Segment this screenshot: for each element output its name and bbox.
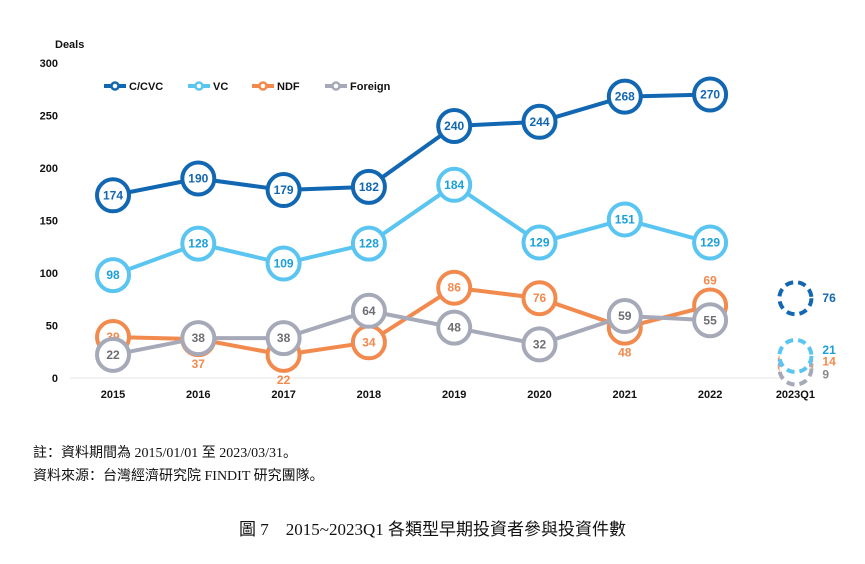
data-point <box>606 78 643 115</box>
x-tick-label: 2016 <box>186 389 210 401</box>
data-point <box>777 337 814 374</box>
data-label: 129 <box>700 236 720 250</box>
x-tick-label: 2021 <box>613 389 637 401</box>
data-point <box>521 224 558 261</box>
data-label: 190 <box>188 172 208 186</box>
x-axis: 2015 2016 2017 2018 2019 2020 2021 2022 2023Q1 <box>101 389 815 401</box>
data-label: 55 <box>703 313 717 327</box>
data-label: 48 <box>618 346 632 360</box>
data-point <box>265 320 302 357</box>
data-point <box>265 172 302 209</box>
data-label: 244 <box>529 115 549 129</box>
y-axis-label: Deals <box>55 39 84 51</box>
data-point <box>436 166 473 203</box>
data-point <box>521 103 558 140</box>
data-point <box>265 245 302 282</box>
data-label: 268 <box>615 90 635 104</box>
data-point <box>606 201 643 238</box>
data-label: 128 <box>359 237 379 251</box>
data-label: 129 <box>529 236 549 250</box>
data-label: 174 <box>103 188 123 202</box>
x-tick-label: 2015 <box>101 389 125 401</box>
plot-area: 3937223486764869142238386448325955998128… <box>95 76 836 387</box>
data-label: 38 <box>277 331 291 345</box>
data-label: 22 <box>277 373 291 387</box>
x-tick-label: 2022 <box>698 389 722 401</box>
y-tick-label: 50 <box>46 321 58 333</box>
data-point <box>180 320 217 357</box>
data-point <box>95 177 131 214</box>
data-label: 38 <box>192 331 206 345</box>
chart-notes: 註：資料期間為 2015/01/01 至 2023/03/31。 資料來源：台灣… <box>33 442 324 488</box>
x-tick-label: 2018 <box>357 389 381 401</box>
data-label: 184 <box>444 178 464 192</box>
y-tick-label: 250 <box>40 111 58 123</box>
data-point <box>777 280 814 317</box>
data-label: 151 <box>615 212 635 226</box>
data-label: 86 <box>448 281 462 295</box>
data-label: 98 <box>106 268 120 282</box>
data-label: 179 <box>274 183 294 197</box>
legend-marker <box>194 81 204 91</box>
data-point <box>606 298 643 335</box>
data-label: 14 <box>822 354 836 368</box>
data-point <box>95 257 131 294</box>
data-label: 128 <box>188 237 208 251</box>
legend: C/CVC VC NDF Foreign <box>104 81 391 93</box>
data-label: 69 <box>703 274 717 288</box>
data-label: 76 <box>533 291 547 305</box>
note-period: 註：資料期間為 2015/01/01 至 2023/03/31。 <box>33 446 298 461</box>
data-point <box>521 326 558 363</box>
data-label: 48 <box>448 321 462 335</box>
legend-label: VC <box>213 81 228 93</box>
data-point <box>692 76 729 113</box>
data-label: 32 <box>533 337 547 351</box>
data-label: 240 <box>444 119 464 133</box>
data-point <box>521 280 558 317</box>
legend-label: NDF <box>277 81 300 93</box>
note-source: 資料來源：台灣經濟研究院 FINDIT 研究團隊。 <box>33 469 324 484</box>
figure-caption: 圖 7 2015~2023Q1 各類型早期投資者參與投資件數 <box>239 520 626 539</box>
data-point <box>350 225 387 262</box>
legend-marker <box>110 81 120 91</box>
data-point <box>180 225 217 262</box>
data-point <box>95 336 131 373</box>
y-tick-label: 300 <box>40 58 58 70</box>
x-tick-label: 2017 <box>271 389 295 401</box>
y-tick-label: 0 <box>52 373 58 385</box>
data-point <box>350 292 387 329</box>
x-tick-label: 2020 <box>527 389 551 401</box>
y-tick-label: 200 <box>40 163 58 175</box>
data-point <box>436 269 473 306</box>
data-point <box>350 168 387 205</box>
data-point <box>436 108 473 144</box>
data-label: 182 <box>359 180 379 194</box>
y-tick-label: 100 <box>40 268 58 280</box>
data-label: 270 <box>700 88 720 102</box>
data-point <box>692 224 729 261</box>
data-label: 76 <box>822 291 836 305</box>
legend-marker <box>331 81 341 91</box>
x-tick-label: 2023Q1 <box>776 389 815 401</box>
y-axis: 0 50 100 150 200 250 300 <box>40 58 800 385</box>
data-label: 9 <box>822 368 829 382</box>
data-point <box>180 160 217 197</box>
y-tick-label: 150 <box>40 216 58 228</box>
legend-label: C/CVC <box>129 81 163 93</box>
data-label: 22 <box>106 348 120 362</box>
data-point <box>692 302 729 339</box>
data-label: 37 <box>192 357 206 371</box>
data-label: 21 <box>822 343 836 357</box>
data-label: 64 <box>362 304 376 318</box>
data-point <box>436 309 473 346</box>
legend-label: Foreign <box>350 81 391 93</box>
legend-marker <box>258 81 268 91</box>
data-label: 109 <box>274 257 294 271</box>
data-label: 34 <box>362 335 376 349</box>
data-label: 59 <box>618 309 632 323</box>
x-tick-label: 2019 <box>442 389 466 401</box>
